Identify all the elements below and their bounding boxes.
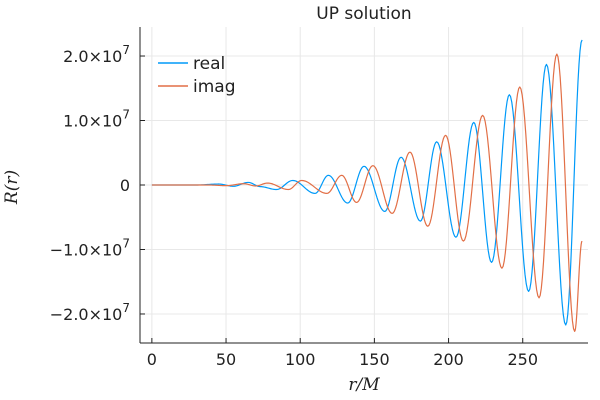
y-axis-ticks: 2.0×107 1.0×107 0 −1.0×107 −2.0×107 — [50, 43, 145, 324]
series-line-imag — [151, 53, 583, 332]
x-tick-label: 100 — [285, 350, 316, 369]
legend-label-imag: imag — [193, 77, 236, 97]
x-tick-label: 150 — [359, 350, 390, 369]
legend-label-real: real — [193, 54, 225, 74]
y-tick-label: 1.0×107 — [63, 108, 130, 131]
series-line-real — [151, 39, 583, 326]
x-tick-label: 50 — [216, 350, 236, 369]
y-tick-label: 0 — [120, 176, 130, 195]
y-axis-title: R(r) — [2, 170, 22, 205]
x-tick-label: 0 — [147, 350, 157, 369]
y-tick-label: −2.0×107 — [50, 301, 130, 324]
y-tick-label: −1.0×107 — [50, 236, 130, 259]
x-axis-ticks: 0 50 100 150 200 250 — [147, 338, 538, 369]
plot-series — [151, 39, 583, 332]
x-tick-label: 200 — [433, 350, 464, 369]
x-axis-title: r/M — [348, 375, 380, 395]
legend: real imag — [158, 54, 236, 97]
y-tick-label: 2.0×107 — [63, 43, 130, 66]
chart-title: UP solution — [316, 4, 411, 24]
x-tick-label: 250 — [507, 350, 538, 369]
